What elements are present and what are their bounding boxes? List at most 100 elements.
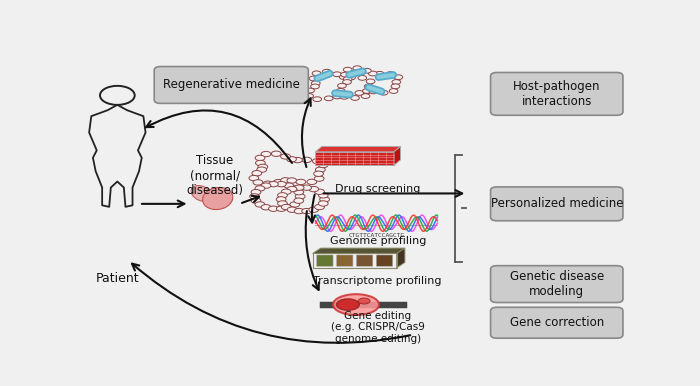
- Circle shape: [368, 71, 377, 76]
- Circle shape: [302, 185, 312, 190]
- Circle shape: [375, 71, 384, 76]
- Text: Gene editing
(e.g. CRISPR/Cas9
genome editing): Gene editing (e.g. CRISPR/Cas9 genome ed…: [331, 311, 425, 344]
- Circle shape: [389, 89, 398, 93]
- Circle shape: [252, 171, 262, 176]
- Circle shape: [394, 75, 402, 80]
- Circle shape: [302, 208, 312, 214]
- Polygon shape: [315, 146, 400, 152]
- Circle shape: [324, 96, 333, 101]
- Circle shape: [261, 183, 271, 188]
- Circle shape: [272, 151, 281, 156]
- Circle shape: [261, 205, 271, 210]
- Circle shape: [290, 186, 300, 191]
- Circle shape: [318, 163, 328, 168]
- Circle shape: [269, 206, 279, 212]
- Circle shape: [369, 89, 378, 94]
- Circle shape: [332, 72, 342, 76]
- Circle shape: [363, 89, 372, 93]
- Text: Regenerative medicine: Regenerative medicine: [163, 78, 300, 91]
- FancyBboxPatch shape: [337, 255, 353, 266]
- Circle shape: [323, 69, 331, 74]
- Circle shape: [256, 155, 265, 161]
- Circle shape: [253, 180, 262, 185]
- Circle shape: [250, 194, 260, 199]
- Circle shape: [281, 189, 291, 195]
- FancyBboxPatch shape: [491, 307, 623, 338]
- Circle shape: [284, 183, 294, 188]
- Circle shape: [312, 159, 322, 164]
- Circle shape: [392, 80, 400, 85]
- Text: Gene correction: Gene correction: [510, 316, 604, 329]
- Circle shape: [318, 193, 328, 198]
- Circle shape: [340, 74, 348, 80]
- Circle shape: [294, 208, 304, 214]
- Circle shape: [364, 84, 373, 89]
- Circle shape: [314, 189, 324, 195]
- Circle shape: [353, 66, 362, 71]
- Circle shape: [355, 91, 363, 95]
- Circle shape: [276, 197, 286, 202]
- Text: Host-pathogen
interactions: Host-pathogen interactions: [513, 80, 601, 108]
- Text: CTGTTCATCCAGCTG: CTGTTCATCCAGCTG: [349, 233, 405, 238]
- FancyBboxPatch shape: [491, 187, 623, 221]
- Circle shape: [379, 90, 388, 95]
- Polygon shape: [315, 152, 394, 165]
- Text: Genome profiling: Genome profiling: [330, 236, 426, 246]
- FancyBboxPatch shape: [491, 73, 623, 115]
- Circle shape: [313, 97, 321, 102]
- Circle shape: [281, 204, 291, 210]
- FancyArrowPatch shape: [132, 264, 410, 343]
- Circle shape: [337, 83, 346, 88]
- Circle shape: [363, 68, 371, 73]
- Circle shape: [295, 194, 305, 199]
- Circle shape: [294, 185, 304, 190]
- Circle shape: [290, 202, 300, 207]
- Circle shape: [302, 157, 312, 163]
- Circle shape: [351, 96, 359, 100]
- Text: Drug screening: Drug screening: [335, 184, 421, 194]
- Circle shape: [320, 197, 330, 202]
- Circle shape: [344, 91, 353, 96]
- Polygon shape: [397, 248, 405, 268]
- Circle shape: [284, 205, 294, 210]
- Circle shape: [343, 80, 351, 85]
- Circle shape: [249, 175, 259, 181]
- Circle shape: [343, 67, 352, 72]
- Circle shape: [332, 94, 342, 99]
- Circle shape: [306, 88, 314, 93]
- Text: Personalized medicine: Personalized medicine: [491, 197, 623, 210]
- Circle shape: [294, 198, 304, 203]
- Circle shape: [363, 88, 371, 93]
- Circle shape: [251, 198, 261, 203]
- Circle shape: [314, 204, 324, 210]
- Circle shape: [343, 77, 352, 81]
- Circle shape: [281, 178, 290, 183]
- Circle shape: [304, 93, 314, 98]
- Text: Transcriptome profiling: Transcriptome profiling: [314, 276, 442, 286]
- FancyArrowPatch shape: [306, 211, 319, 290]
- Circle shape: [386, 72, 395, 76]
- Circle shape: [281, 154, 290, 159]
- Ellipse shape: [358, 298, 370, 304]
- Circle shape: [391, 84, 400, 89]
- Circle shape: [340, 95, 349, 99]
- Circle shape: [274, 179, 284, 185]
- FancyBboxPatch shape: [154, 66, 308, 103]
- FancyBboxPatch shape: [491, 266, 623, 303]
- Text: Patient: Patient: [95, 272, 139, 284]
- Circle shape: [346, 75, 356, 80]
- Circle shape: [294, 190, 304, 195]
- Ellipse shape: [337, 299, 359, 310]
- Circle shape: [314, 176, 324, 181]
- FancyBboxPatch shape: [356, 255, 373, 266]
- Circle shape: [258, 164, 267, 169]
- Text: Genetic disease
modeling: Genetic disease modeling: [510, 270, 604, 298]
- FancyArrowPatch shape: [146, 110, 292, 163]
- Ellipse shape: [202, 188, 233, 210]
- FancyArrowPatch shape: [242, 196, 259, 203]
- Circle shape: [361, 94, 370, 98]
- Polygon shape: [313, 248, 405, 254]
- FancyBboxPatch shape: [316, 255, 333, 266]
- Circle shape: [251, 190, 261, 195]
- Circle shape: [309, 207, 318, 212]
